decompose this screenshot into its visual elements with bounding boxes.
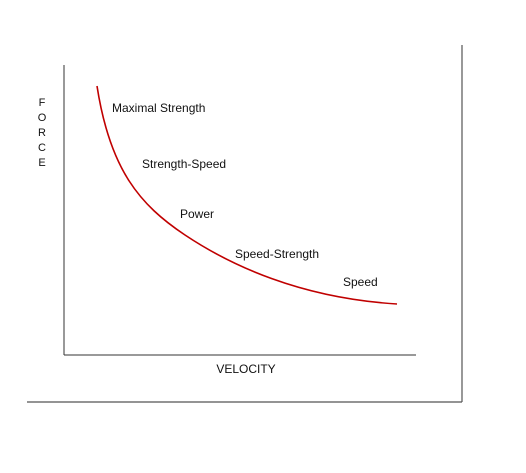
region-label: Speed-Strength xyxy=(235,247,319,261)
y-axis-title: FORCE xyxy=(36,97,48,172)
x-axis-title: VELOCITY xyxy=(216,362,275,376)
region-label: Maximal Strength xyxy=(112,101,205,115)
force-velocity-curve xyxy=(96,85,398,305)
region-label: Power xyxy=(180,207,214,221)
region-label: Strength-Speed xyxy=(142,157,226,171)
region-label: Speed xyxy=(343,275,378,289)
